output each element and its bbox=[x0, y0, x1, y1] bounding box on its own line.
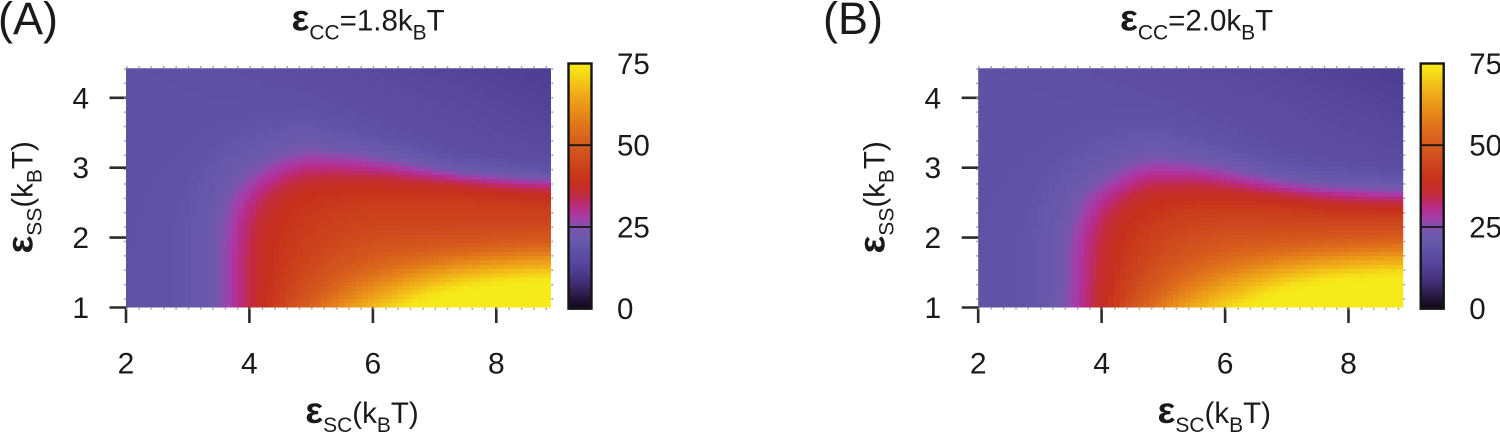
svg-text:0: 0 bbox=[1469, 293, 1485, 326]
svg-text:εCC=1.8kBT: εCC=1.8kBT bbox=[292, 0, 445, 45]
svg-text:75: 75 bbox=[617, 48, 650, 81]
svg-text:8: 8 bbox=[488, 348, 505, 381]
svg-text:8: 8 bbox=[1340, 348, 1357, 381]
svg-text:2: 2 bbox=[970, 348, 987, 381]
svg-text:2: 2 bbox=[118, 348, 135, 381]
svg-text:6: 6 bbox=[1217, 348, 1234, 381]
svg-text:50: 50 bbox=[1469, 130, 1500, 163]
svg-text:4: 4 bbox=[925, 82, 942, 115]
svg-text:εSS(kBT): εSS(kBT) bbox=[851, 141, 899, 253]
svg-text:0: 0 bbox=[617, 293, 633, 326]
svg-text:4: 4 bbox=[241, 348, 258, 381]
svg-text:εSC(kBT): εSC(kBT) bbox=[1158, 389, 1271, 437]
svg-text:4: 4 bbox=[72, 82, 89, 115]
svg-text:3: 3 bbox=[72, 152, 89, 185]
svg-text:εSC(kBT): εSC(kBT) bbox=[305, 389, 418, 437]
svg-text:2: 2 bbox=[72, 222, 89, 255]
svg-text:1: 1 bbox=[925, 292, 942, 325]
svg-text:(A): (A) bbox=[0, 0, 58, 44]
svg-text:4: 4 bbox=[1093, 348, 1110, 381]
svg-text:1: 1 bbox=[72, 292, 89, 325]
svg-text:εSS(kBT): εSS(kBT) bbox=[0, 141, 47, 253]
svg-text:εCC=2.0kBT: εCC=2.0kBT bbox=[1120, 0, 1273, 45]
svg-text:50: 50 bbox=[617, 130, 650, 163]
svg-text:(B): (B) bbox=[823, 0, 883, 44]
svg-text:25: 25 bbox=[1469, 211, 1500, 244]
svg-text:75: 75 bbox=[1469, 48, 1500, 81]
svg-text:6: 6 bbox=[365, 348, 382, 381]
svg-text:3: 3 bbox=[925, 152, 942, 185]
svg-text:25: 25 bbox=[617, 211, 650, 244]
svg-text:2: 2 bbox=[925, 222, 942, 255]
